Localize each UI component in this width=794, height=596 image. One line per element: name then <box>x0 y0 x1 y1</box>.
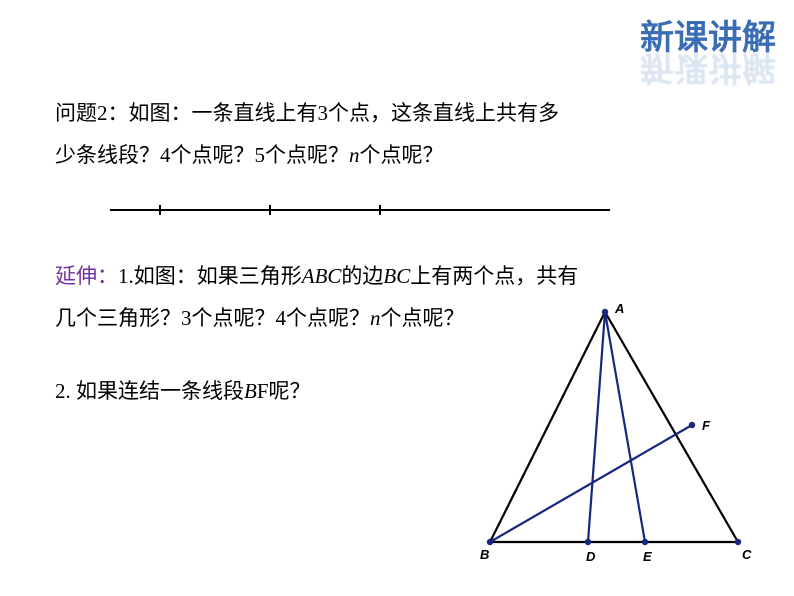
extension-n: n <box>370 306 381 330</box>
problem2-line2b: 个点呢？ <box>360 143 444 167</box>
problem2-text: 问题2：如图：一条直线上有3个点，这条直线上共有多 少条线段？4个点呢？5个点呢… <box>55 92 755 176</box>
triangle-svg <box>460 300 770 570</box>
number-line-svg <box>110 205 610 225</box>
extension-l1b: 的边 <box>341 264 383 288</box>
problem2-line2a: 少条线段？4个点呢？5个点呢？ <box>55 143 349 167</box>
q2b-b: B <box>244 379 257 403</box>
slide-header-reflection: 新课讲解 <box>640 46 776 95</box>
question2b-text: 2. 如果连结一条线段BF呢？ <box>55 370 505 412</box>
vertex-label-b: B <box>480 547 489 562</box>
vertex-label-e: E <box>643 549 652 564</box>
extension-l1c: 上有两个点，共有 <box>410 264 578 288</box>
extension-prefix: 延伸： <box>55 264 118 288</box>
q2b-a: 2. 如果连结一条线段 <box>55 379 244 403</box>
vertex-label-c: C <box>742 547 751 562</box>
vertex-label-f: F <box>702 418 710 433</box>
problem2-n: n <box>349 143 360 167</box>
extension-l1a: 1.如图：如果三角形 <box>118 264 302 288</box>
extension-abc: ABC <box>302 264 342 288</box>
triangle-diagram: A B C D E F <box>460 300 770 570</box>
problem2-line1: 问题2：如图：一条直线上有3个点，这条直线上共有多 <box>55 101 559 125</box>
q2b-f: F呢？ <box>257 379 311 403</box>
extension-bc: BC <box>383 264 410 288</box>
vertex-label-a: A <box>615 301 624 316</box>
vertex-label-d: D <box>586 549 595 564</box>
extension-l2b: 个点呢？ <box>381 306 465 330</box>
extension-l2a: 几个三角形？3个点呢？4个点呢？ <box>55 306 370 330</box>
number-line-figure <box>110 205 610 225</box>
